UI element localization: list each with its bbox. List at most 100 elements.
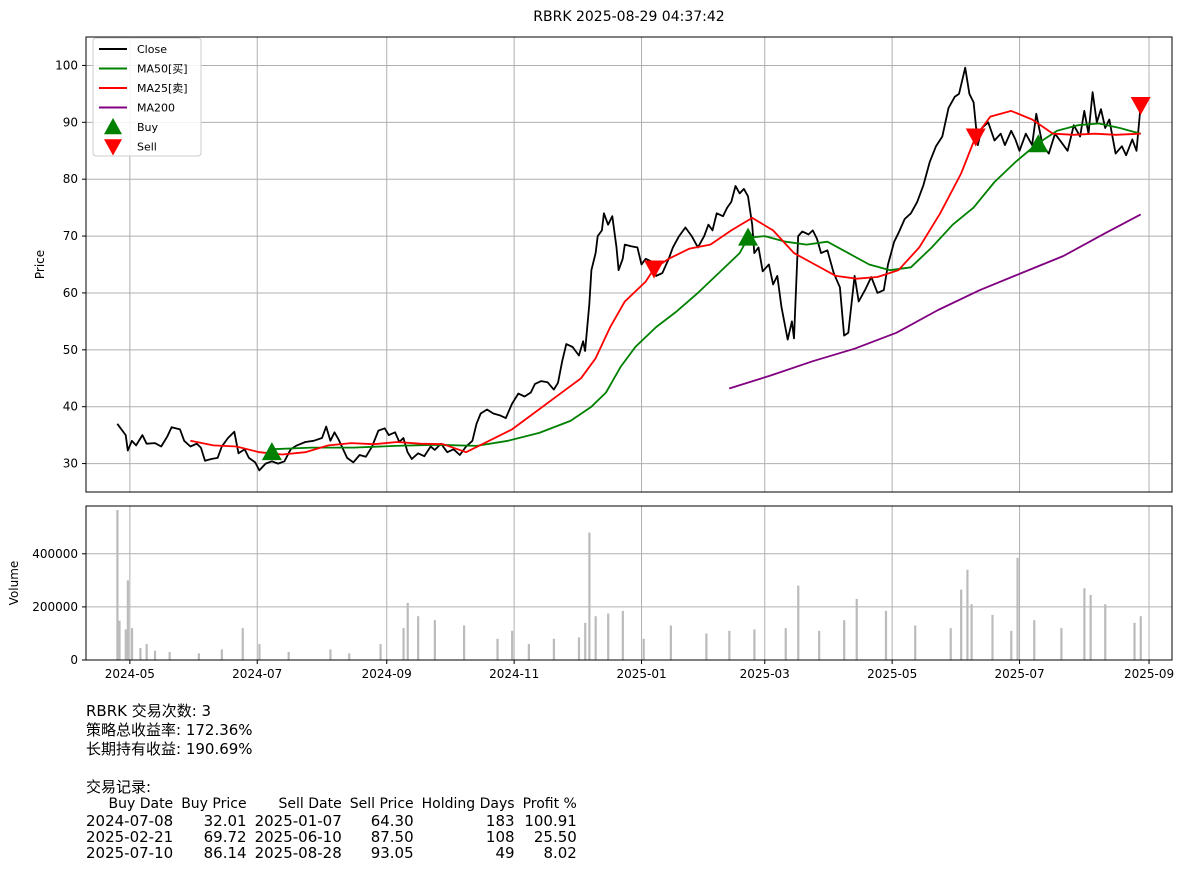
volume-bar bbox=[949, 628, 952, 660]
strategy-return-text: 策略总收益率: 172.36% bbox=[86, 721, 253, 739]
volume-bar bbox=[463, 625, 466, 660]
cell: 183 bbox=[485, 812, 515, 830]
volume-bar bbox=[705, 633, 708, 660]
cell: 2025-07-10 bbox=[86, 844, 174, 862]
volume-bar bbox=[126, 580, 129, 660]
cell: 87.50 bbox=[370, 828, 414, 846]
volume-bar bbox=[1060, 628, 1063, 660]
sell-marker bbox=[644, 260, 665, 279]
chart-canvas: RBRK 2025-08-29 04:37:42 2024-05 2024-07 20… bbox=[7, 9, 1174, 681]
volume-bar bbox=[1104, 604, 1107, 660]
legend-label: MA50[买] bbox=[137, 63, 188, 76]
legend-label: MA200 bbox=[137, 102, 175, 115]
cell: 86.14 bbox=[203, 844, 247, 862]
volume-axes-frame bbox=[85, 505, 1173, 661]
price-y-tick-label: 40 bbox=[63, 400, 78, 414]
col-buy-price: Buy Price bbox=[181, 796, 247, 812]
cell: 93.05 bbox=[370, 844, 414, 862]
table-row: 2025-02-21 69.72 2025-06-10 87.50 108 25… bbox=[86, 829, 581, 845]
cell: 2025-01-07 bbox=[254, 812, 342, 830]
table-row: 2024-07-08 32.01 2025-01-07 64.30 183 10… bbox=[86, 813, 581, 829]
legend-label: MA25[卖] bbox=[137, 82, 188, 95]
volume-bar bbox=[797, 585, 800, 660]
price-y-tick-label: 30 bbox=[63, 457, 78, 471]
volume-bar bbox=[577, 637, 581, 660]
volume-bar bbox=[511, 630, 514, 660]
price-axis-label: Price bbox=[33, 250, 47, 279]
cell: 69.72 bbox=[203, 828, 247, 846]
cell: 2024-07-08 bbox=[86, 812, 174, 830]
volume-bar bbox=[784, 628, 787, 660]
volume-bar bbox=[197, 653, 200, 660]
volume-bar bbox=[139, 648, 142, 660]
volume-bar bbox=[433, 620, 436, 660]
legend-swatch bbox=[104, 139, 122, 156]
volume-bar bbox=[348, 653, 351, 660]
table-row: 2025-07-10 86.14 2025-08-28 93.05 49 8.0… bbox=[86, 845, 581, 861]
volume-bar bbox=[1083, 588, 1086, 660]
volume-bar bbox=[584, 622, 587, 660]
volume-bar bbox=[843, 620, 846, 660]
volume-bar bbox=[594, 616, 597, 660]
price-y-tick-label: 80 bbox=[63, 172, 78, 186]
volume-bar bbox=[642, 638, 645, 660]
price-y-tick-label: 90 bbox=[63, 115, 78, 129]
volume-bar bbox=[118, 620, 121, 660]
price-axes-frame bbox=[85, 36, 1173, 493]
volume-bar bbox=[124, 629, 127, 660]
volume-y-tick-label: 0 bbox=[70, 653, 78, 667]
volume-bar bbox=[607, 613, 610, 660]
cell: 32.01 bbox=[203, 812, 247, 830]
trade-table: Buy Date Buy Price Sell Date Sell Price … bbox=[86, 796, 581, 861]
sell-marker bbox=[1130, 96, 1151, 115]
x-tick-label: 2025-01 bbox=[616, 667, 666, 681]
volume-y-tick-label: 200000 bbox=[32, 600, 78, 614]
trade-table-header: Buy Date Buy Price Sell Date Sell Price … bbox=[86, 796, 581, 813]
volume-bar bbox=[960, 589, 963, 660]
price-y-tick-label: 70 bbox=[63, 229, 78, 243]
volume-bar bbox=[669, 625, 672, 660]
cell: 108 bbox=[485, 828, 515, 846]
buy-marker bbox=[738, 227, 759, 246]
volume-y-tick-label: 400000 bbox=[32, 547, 78, 561]
x-tick-label: 2025-03 bbox=[740, 667, 790, 681]
volume-bar bbox=[496, 638, 499, 660]
col-holding-days: Holding Days bbox=[421, 796, 515, 812]
volume-bar bbox=[621, 610, 624, 660]
cell: 49 bbox=[495, 844, 515, 862]
col-sell-date: Sell Date bbox=[278, 796, 342, 812]
volume-bar bbox=[1089, 594, 1092, 660]
cell: 25.50 bbox=[533, 828, 577, 846]
cell: 2025-02-21 bbox=[86, 828, 174, 846]
volume-bar bbox=[417, 616, 420, 660]
volume-bar bbox=[527, 644, 530, 660]
x-tick-label: 2025-05 bbox=[867, 667, 917, 681]
cell: 8.02 bbox=[543, 844, 577, 862]
volume-bar bbox=[818, 630, 821, 660]
summary-block: RBRK 交易次数: 3 策略总收益率: 172.36% 长期持有收益: 190… bbox=[86, 702, 253, 797]
x-tick-label: 2024-11 bbox=[489, 667, 539, 681]
volume-bar bbox=[116, 509, 119, 660]
volume-bar bbox=[1010, 630, 1013, 660]
price-y-tick-label: 100 bbox=[55, 58, 78, 72]
volume-bar bbox=[168, 652, 171, 660]
cell: 100.91 bbox=[524, 812, 577, 830]
col-buy-date: Buy Date bbox=[108, 796, 174, 812]
legend-label: Buy bbox=[137, 121, 159, 134]
volume-bar bbox=[130, 628, 134, 660]
volume-bar bbox=[153, 650, 157, 660]
buy-hold-return-text: 长期持有收益: 190.69% bbox=[86, 740, 253, 758]
buy-marker bbox=[261, 442, 282, 461]
volume-bar bbox=[1139, 616, 1142, 660]
cell: 2025-08-28 bbox=[254, 844, 342, 862]
volume-bar bbox=[588, 532, 591, 660]
volume-bar bbox=[1133, 622, 1136, 660]
volume-bar bbox=[914, 625, 917, 660]
series-line-ma50 bbox=[269, 122, 1141, 451]
volume-bar bbox=[1016, 557, 1019, 660]
cell: 2025-06-10 bbox=[254, 828, 342, 846]
volume-bar bbox=[1033, 620, 1036, 660]
volume-bar bbox=[970, 604, 973, 660]
volume-bar bbox=[145, 644, 148, 660]
legend-swatch bbox=[104, 118, 122, 135]
